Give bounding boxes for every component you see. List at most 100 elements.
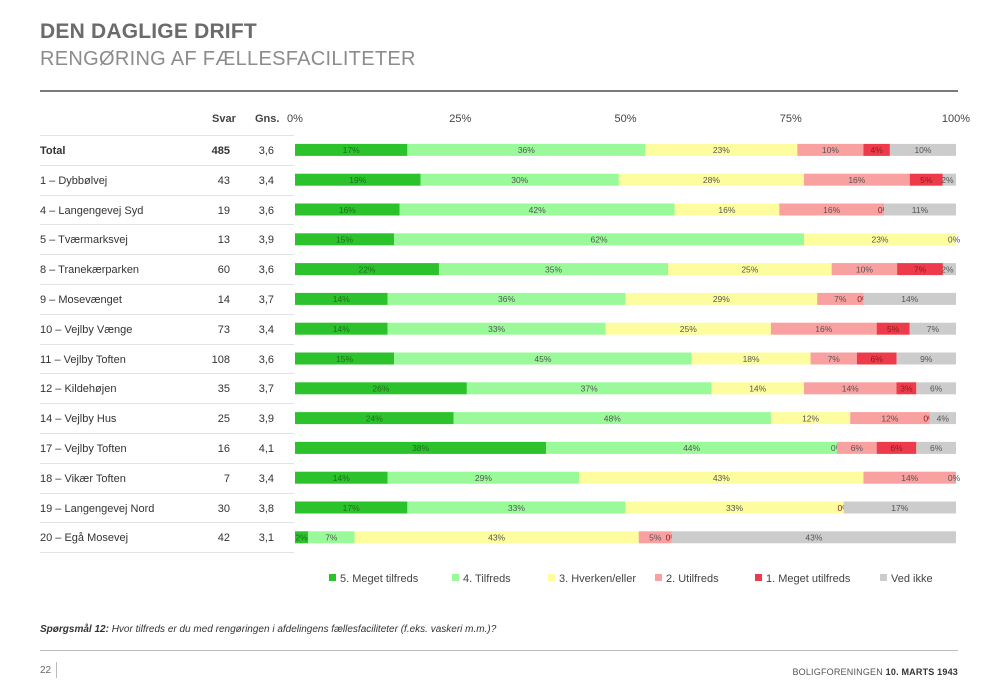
bar-segment — [711, 382, 804, 395]
bar-segment — [638, 531, 672, 544]
bar-segment — [876, 441, 917, 454]
bar-segment — [863, 143, 890, 156]
bar-segment — [843, 501, 956, 514]
bar-data-label: 7% — [828, 354, 841, 364]
bar-segment — [817, 292, 864, 305]
bar-data-label: 10% — [856, 264, 873, 274]
table-row: 12 – Kildehøjen 35 3,7 — [40, 373, 294, 404]
table-row: 4 – Langengevej Syd 19 3,6 — [40, 194, 294, 226]
bar-data-label: 6% — [930, 443, 943, 453]
table-row: 5 – Tværmarksvej 13 3,9 — [40, 224, 294, 255]
bar-segment — [308, 531, 355, 544]
bar-data-label: 48% — [604, 413, 621, 423]
bar-data-label: 11% — [912, 205, 929, 215]
row-svar: 73 — [217, 323, 230, 336]
bar-data-label: 7% — [914, 264, 927, 274]
row-svar: 42 — [217, 532, 230, 545]
row-svar: 16 — [217, 443, 230, 455]
x-tick-label: 25% — [449, 113, 472, 125]
bar-data-label: 16% — [823, 205, 840, 215]
bar-segment — [394, 352, 692, 365]
row-gns: 3,8 — [258, 502, 274, 515]
bar-data-label: 29% — [475, 473, 492, 483]
bar-data-label: 16% — [339, 205, 356, 215]
bar-segment — [625, 501, 844, 514]
footer-org-name: BOLIGFORENINGEN — [792, 667, 886, 677]
table-row: 14 – Vejlby Hus 25 3,9 — [40, 403, 294, 434]
page-subtitle: RENGØRING AF FÆLLESFACILITETER — [40, 48, 416, 70]
bar-segment — [438, 263, 669, 276]
bar-segment — [645, 143, 798, 156]
row-gns: 3,1 — [258, 532, 274, 545]
bar-segment — [295, 501, 408, 514]
bar-segment — [466, 382, 712, 395]
row-gns: 3,4 — [258, 472, 274, 485]
x-tick-label: 100% — [941, 113, 971, 125]
row-svar: 25 — [217, 413, 230, 426]
row-svar: 485 — [211, 145, 230, 157]
bar-data-label: 33% — [488, 324, 505, 334]
legend-swatch — [329, 574, 336, 581]
bar-data-label: 14% — [842, 384, 859, 394]
bar-data-label: 22% — [358, 264, 375, 274]
bar-segment — [668, 263, 832, 276]
bar-data-label: 17% — [343, 145, 360, 155]
bar-data-label: 14% — [333, 324, 350, 334]
row-svar: 108 — [211, 353, 230, 366]
bar-data-label: 62% — [591, 235, 608, 245]
stacked-bar-chart: 17% 36% 23% 10% 4% 10% 19% 30% 28% 16% 5% 2% 16% 42% 1… — [295, 143, 961, 544]
question-label: Spørgsmål 12: — [40, 624, 109, 635]
bar-data-label: 25% — [741, 264, 758, 274]
bar-data-label: 18% — [743, 354, 760, 364]
bar-segment — [942, 173, 956, 186]
table-row: Total 485 3,6 — [40, 135, 294, 166]
bar-segment — [916, 382, 956, 395]
bar-data-label: 5% — [887, 324, 900, 334]
bar-data-label: 36% — [518, 145, 535, 155]
bar-segment — [295, 203, 400, 216]
question-body: Hvor tilfreds er du med rengøringen i af… — [108, 624, 497, 635]
row-label: 9 – Mosevænget — [40, 294, 122, 306]
bar-data-label: 7% — [834, 294, 847, 304]
row-gns: 3,4 — [258, 174, 274, 187]
row-gns: 3,4 — [258, 323, 274, 336]
bar-data-label: 43% — [713, 473, 730, 483]
bar-segment — [850, 412, 930, 425]
bar-data-label: 3% — [900, 384, 913, 394]
row-svar: 13 — [217, 234, 230, 247]
bar-segment — [803, 382, 897, 395]
bar-segment — [618, 173, 804, 186]
bar-data-label: 38% — [412, 443, 429, 453]
legend-label: 4. Tilfreds — [463, 573, 511, 585]
row-svar: 60 — [217, 264, 230, 277]
row-svar: 43 — [217, 174, 230, 187]
footer-date: 10. MARTS 1943 — [885, 667, 958, 677]
row-gns: 3,6 — [258, 204, 274, 217]
bar-data-label: 5% — [920, 175, 933, 185]
bar-data-label: 4% — [937, 413, 950, 423]
bar-data-label: 2% — [941, 264, 954, 274]
legend-label: 1. Meget utilfreds — [766, 573, 851, 585]
page-number-separator — [56, 662, 57, 678]
legend-swatch — [452, 574, 459, 581]
bar-segment — [884, 203, 956, 216]
bar-data-label: 44% — [683, 443, 700, 453]
bar-segment — [295, 263, 439, 276]
bar-segment — [909, 322, 956, 335]
chart-legend: 5. Meget tilfreds 4. Tilfreds 3. Hverken/e… — [0, 573, 1000, 587]
legend-item: Ved ikke — [880, 573, 933, 585]
footer-org: BOLIGFORENINGEN 10. MARTS 1943 — [792, 667, 958, 677]
bar-segment — [876, 322, 910, 335]
row-label: 8 – Tranekærparken — [40, 264, 140, 277]
bar-data-label: 29% — [713, 294, 730, 304]
bar-segment — [394, 233, 804, 246]
bar-data-label: 15% — [336, 354, 353, 364]
row-svar: 14 — [217, 294, 230, 306]
bar-data-label: 23% — [713, 145, 730, 155]
legend-item: 1. Meget utilfreds — [755, 573, 850, 585]
column-header-gns: Gns. — [255, 113, 280, 125]
bar-segment — [407, 143, 646, 156]
bar-data-label: 6% — [890, 443, 903, 453]
bar-segment — [810, 352, 857, 365]
bar-segment — [420, 173, 619, 186]
